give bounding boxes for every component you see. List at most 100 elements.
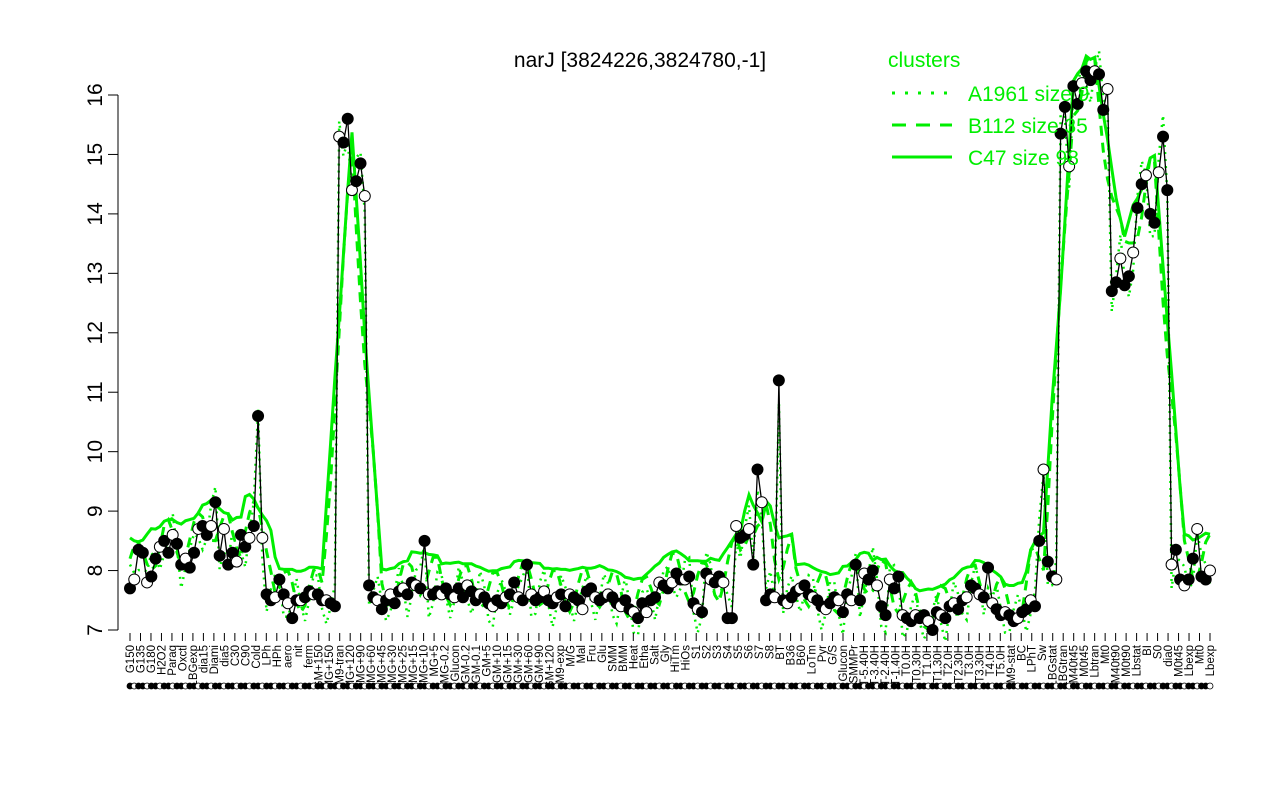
x-tick-label: G180 bbox=[146, 645, 158, 673]
data-point bbox=[508, 576, 521, 589]
data-point bbox=[1028, 600, 1041, 613]
x-tick-label: GM+5 bbox=[482, 645, 494, 677]
x-tick-label: M0t45 bbox=[1174, 645, 1186, 677]
data-point bbox=[128, 573, 141, 586]
x-tick-label: BMM bbox=[618, 645, 630, 672]
data-point bbox=[247, 519, 260, 532]
data-point bbox=[414, 582, 427, 595]
data-point bbox=[1050, 573, 1063, 586]
data-point bbox=[730, 519, 743, 532]
data-point bbox=[205, 519, 218, 532]
x-tick-label: G150 bbox=[125, 645, 137, 673]
data-point bbox=[559, 600, 572, 613]
x-tick-label: B60 bbox=[796, 645, 808, 665]
data-point bbox=[696, 606, 709, 619]
x-tick-label: M9-exp bbox=[555, 645, 567, 683]
x-tick-label: T-5.40H bbox=[859, 645, 871, 686]
data-point bbox=[879, 609, 892, 622]
x-tick-label: LoTm bbox=[807, 645, 819, 674]
y-tick-label: 13 bbox=[84, 262, 107, 285]
x-tick-label: Fru bbox=[586, 645, 598, 662]
chart-title: narJ [3824226,3824780,-1] bbox=[514, 49, 766, 72]
data-point bbox=[1157, 130, 1170, 143]
data-point bbox=[742, 522, 755, 535]
y-tick-label: 12 bbox=[84, 321, 107, 344]
legend-label: B112 size 35 bbox=[968, 115, 1088, 138]
data-point bbox=[1161, 184, 1174, 197]
x-tick-label: M0t90 bbox=[1121, 645, 1133, 677]
data-point bbox=[213, 549, 226, 562]
x-tick-label: T2.0H bbox=[943, 645, 955, 676]
data-point bbox=[1054, 127, 1067, 140]
x-tick-label: C90 bbox=[240, 645, 252, 666]
x-tick-label: BI bbox=[1142, 645, 1154, 656]
x-tick-label: GM+10 bbox=[492, 645, 504, 683]
data-point bbox=[252, 410, 265, 422]
y-tick-label: 7 bbox=[84, 624, 107, 636]
x-tick-label: Cold bbox=[251, 645, 263, 669]
x-tick-label: GM-0.2 bbox=[461, 645, 473, 683]
x-tick-label: Glu bbox=[597, 645, 609, 663]
x-tick-label: LBGexp bbox=[188, 645, 200, 687]
x-tick-label: Lbexp bbox=[1184, 645, 1196, 676]
x-tick-label: dia0 bbox=[1163, 645, 1175, 667]
x-tick-label: LPhT bbox=[1027, 645, 1039, 673]
data-point bbox=[1114, 252, 1127, 265]
data-point bbox=[456, 591, 469, 604]
x-tick-label: HPh bbox=[272, 645, 284, 667]
data-point bbox=[1204, 564, 1216, 577]
data-point bbox=[1186, 552, 1199, 565]
x-tick-label: T3.30H bbox=[974, 645, 986, 683]
x-tick-label: Glucon bbox=[838, 645, 850, 681]
x-tick-label: MG+30 bbox=[387, 645, 399, 683]
x-tick-label: Gly bbox=[660, 645, 672, 663]
data-point bbox=[576, 603, 589, 616]
x-tick-label: MG+150 bbox=[324, 645, 336, 689]
x-tick-label: S7 bbox=[754, 645, 766, 659]
data-point bbox=[256, 531, 269, 544]
data-point bbox=[516, 594, 529, 607]
x-tick-label: G/S bbox=[828, 645, 840, 665]
y-tick-label: 15 bbox=[84, 143, 107, 166]
data-point bbox=[418, 534, 431, 547]
data-point bbox=[1058, 100, 1071, 113]
data-point bbox=[1033, 534, 1046, 547]
data-point bbox=[145, 570, 158, 583]
x-tick-label: M40t90 bbox=[1111, 645, 1123, 683]
data-point bbox=[1037, 463, 1050, 476]
x-tick-label: C30 bbox=[230, 645, 242, 666]
x-tick-label: Glucon bbox=[450, 645, 462, 681]
x-tick-label: G135 bbox=[135, 645, 147, 673]
x-tick-label: T3.0H bbox=[964, 645, 976, 676]
x-tick-label: M0t45 bbox=[1079, 645, 1091, 677]
legend-label: A1961 size 9 bbox=[968, 83, 1089, 106]
data-point bbox=[717, 576, 730, 589]
x-tick-label: Diami bbox=[209, 645, 221, 674]
data-point bbox=[217, 522, 230, 535]
data-point bbox=[866, 564, 879, 577]
x-tick-label: Paraq bbox=[167, 645, 179, 676]
data-point bbox=[1097, 103, 1110, 116]
data-point bbox=[388, 597, 401, 610]
x-tick-label: Pyr bbox=[817, 645, 829, 662]
x-tick-label: MG+90 bbox=[356, 645, 368, 683]
data-point bbox=[162, 546, 175, 559]
x-tick-label: dia15 bbox=[198, 645, 210, 673]
x-tick-label: BT bbox=[775, 645, 787, 660]
x-tick-label: S1 bbox=[691, 645, 703, 659]
x-tick-label: S3 bbox=[712, 645, 724, 659]
x-tick-label: T0.0H bbox=[901, 645, 913, 676]
x-tick-label: T0.30H bbox=[911, 645, 923, 683]
data-point bbox=[1127, 246, 1140, 259]
x-tick-label: S5 bbox=[733, 645, 745, 659]
data-point bbox=[183, 561, 196, 574]
x-tick-label: Oxctl bbox=[177, 645, 189, 671]
data-point bbox=[1148, 216, 1161, 229]
x-tick-label: M9-tran bbox=[335, 645, 347, 685]
x-tick-label: HiTm bbox=[670, 645, 682, 672]
y-axis: 7 8 9 10 11 12 13 14 15 16 bbox=[84, 83, 119, 636]
data-point bbox=[209, 496, 222, 509]
data-point bbox=[1131, 201, 1144, 214]
data-point bbox=[982, 561, 995, 574]
